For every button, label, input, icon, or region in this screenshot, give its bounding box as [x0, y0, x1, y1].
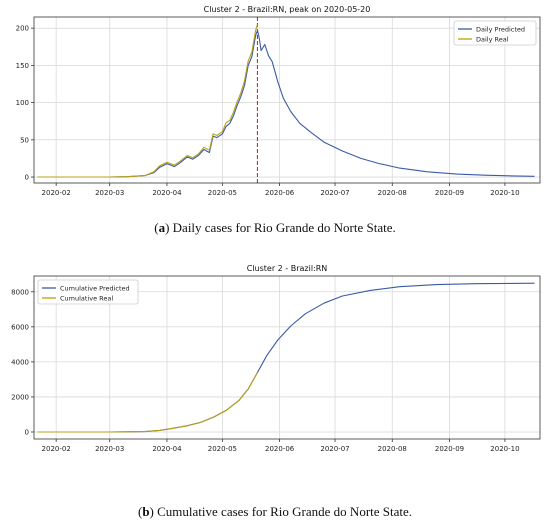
caption-b-label: b: [142, 504, 150, 519]
daily-x-tick-label: 2020-06: [265, 189, 295, 197]
daily-x-tick-label: 2020-10: [490, 189, 519, 197]
daily-legend-label-2: Daily Real: [476, 36, 509, 44]
cumulative-x-tick-label: 2020-08: [378, 445, 407, 453]
cumulative-series-line-2: [37, 372, 258, 433]
daily-x-tick-label: 2020-03: [95, 189, 124, 197]
daily-legend-box: [453, 20, 537, 46]
daily-y-tick-label: 100: [16, 99, 29, 107]
cumulative-x-tick-label: 2020-02: [42, 445, 71, 453]
cumulative-y-tick-label: 0: [25, 428, 29, 436]
caption-a: (a) Daily cases for Rio Grande do Norte …: [154, 220, 396, 235]
cumulative-y-tick-label: 2000: [11, 393, 29, 401]
daily-y-tick-label: 50: [20, 136, 29, 144]
daily-axes-frame: [33, 16, 541, 184]
cumulative-x-tick-label: 2020-07: [320, 445, 349, 453]
daily-x-tick-label: 2020-08: [378, 189, 407, 197]
caption-a-text: Daily cases for Rio Grande do Norte Stat…: [169, 220, 396, 235]
cumulative-y-tick-label: 4000: [11, 358, 29, 366]
cumulative-x-tick-label: 2020-05: [208, 445, 237, 453]
cumulative-legend-label-1: Cumulative Predicted: [60, 285, 130, 293]
daily-chart-title: Cluster 2 - Brazil:RN, peak on 2020-05-2…: [204, 5, 371, 14]
cumulative-axes-frame: [33, 275, 541, 440]
cumulative-x-tick-label: 2020-04: [152, 445, 182, 453]
cumulative-chart-panel: 2020-02 2020-03 2020-04 2020-05 2020-06 2020-…: [0, 262, 550, 462]
cumulative-y-tick-label: 8000: [11, 288, 29, 296]
daily-legend-label-1: Daily Predicted: [476, 26, 525, 34]
daily-x-tick-label: 2020-05: [208, 189, 237, 197]
cumulative-chart: 2020-02 2020-03 2020-04 2020-05 2020-06 2020-…: [11, 264, 541, 453]
daily-y-tick-label: 150: [16, 62, 29, 70]
daily-y-tick-label: 200: [16, 25, 29, 33]
daily-chart: 2020-02 2020-03 2020-04 2020-05 2020-06 2020-…: [16, 5, 541, 197]
cumulative-legend-box: [37, 279, 139, 305]
daily-series-line-1: [37, 29, 535, 178]
daily-y-tick-label: 0: [25, 174, 29, 182]
cumulative-x-tick-label: 2020-06: [265, 445, 295, 453]
daily-x-tick-label: 2020-07: [320, 189, 349, 197]
daily-series-line-2: [37, 24, 259, 178]
cumulative-y-tick-label: 6000: [11, 323, 29, 331]
cumulative-x-tick-label: 2020-10: [490, 445, 519, 453]
daily-x-tick-label: 2020-04: [152, 189, 182, 197]
caption-b-text: Cumulative cases for Rio Grande do Norte…: [153, 504, 413, 519]
caption-b: (b) Cumulative cases for Rio Grande do N…: [137, 504, 413, 519]
caption-a-label: a: [158, 220, 166, 235]
cumulative-chart-title: Cluster 2 - Brazil:RN: [247, 264, 328, 273]
daily-x-tick-label: 2020-09: [435, 189, 464, 197]
cumulative-legend-label-2: Cumulative Real: [60, 295, 113, 303]
daily-chart-panel: 2020-02 2020-03 2020-04 2020-05 2020-06 2020-…: [0, 0, 550, 215]
cumulative-x-tick-label: 2020-09: [435, 445, 464, 453]
daily-x-tick-label: 2020-02: [42, 189, 71, 197]
cumulative-x-tick-label: 2020-03: [95, 445, 124, 453]
